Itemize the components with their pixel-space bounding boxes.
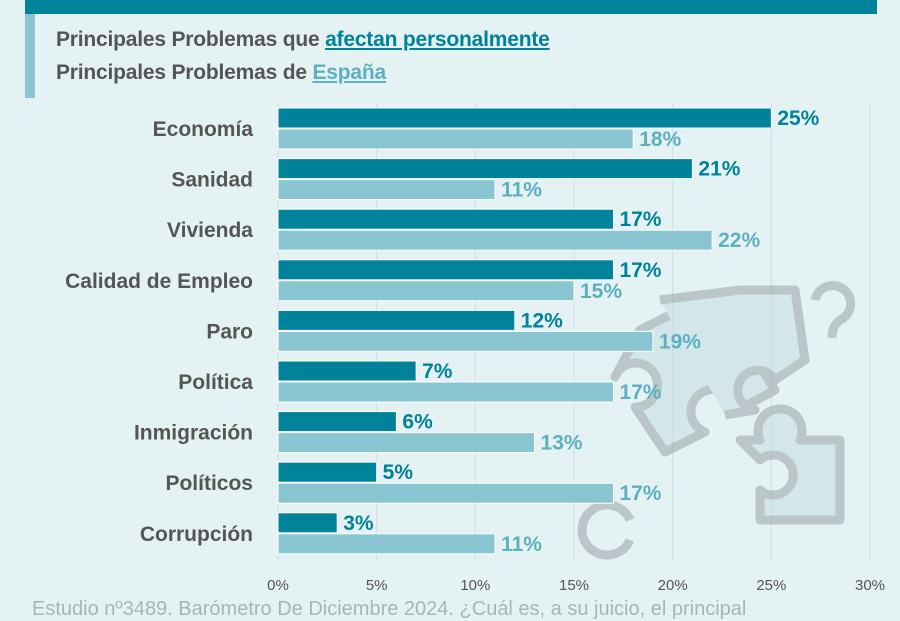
x-tick-label: 30%	[855, 577, 885, 594]
x-tick-label: 25%	[756, 577, 786, 594]
data-label: 5%	[383, 461, 414, 484]
data-label: 11%	[501, 533, 542, 556]
x-tick-label: 15%	[559, 577, 589, 594]
data-label: 3%	[343, 512, 374, 535]
bar	[277, 229, 713, 251]
category-label: Paro	[206, 320, 253, 343]
data-label: 12%	[521, 309, 563, 332]
bar	[277, 432, 536, 454]
data-label: 19%	[659, 330, 701, 353]
category-label: Vivienda	[167, 219, 253, 242]
bar	[277, 128, 634, 150]
puzzle-decoration	[577, 281, 856, 560]
bar	[277, 533, 496, 555]
data-label: 17%	[619, 381, 661, 404]
bar	[277, 381, 614, 403]
bar	[277, 360, 417, 382]
bar	[277, 411, 397, 433]
x-tick-label: 5%	[366, 577, 388, 594]
x-tick-label: 10%	[460, 577, 490, 594]
x-tick-label: 20%	[658, 577, 688, 594]
data-label: 11%	[501, 179, 542, 202]
data-label: 21%	[698, 158, 740, 181]
data-label: 7%	[422, 360, 453, 383]
bar	[277, 482, 614, 504]
bar	[277, 461, 378, 483]
category-label: Políticos	[165, 472, 253, 495]
data-label: 22%	[718, 229, 760, 252]
category-label: Corrupción	[140, 523, 253, 546]
footnote: Estudio nº3489. Barómetro De Diciembre 2…	[32, 598, 747, 620]
category-label: Calidad de Empleo	[65, 270, 253, 293]
data-label: 25%	[777, 107, 819, 130]
category-label: Sanidad	[171, 169, 253, 192]
data-label: 15%	[580, 280, 622, 303]
bar	[277, 107, 772, 129]
data-label: 17%	[619, 208, 661, 231]
data-label: 13%	[541, 432, 583, 455]
bar	[277, 179, 496, 201]
category-label: Inmigración	[134, 422, 253, 445]
bar	[277, 208, 614, 230]
x-tick-label: 0%	[267, 577, 289, 594]
bar	[277, 280, 575, 302]
category-label: Economía	[153, 118, 254, 141]
category-label: Política	[178, 371, 253, 394]
data-label: 17%	[619, 259, 661, 282]
legend-entry-personal: Principales Problemas que afectan person…	[56, 28, 550, 51]
header-bar	[25, 0, 877, 14]
bar	[277, 309, 516, 331]
data-label: 17%	[619, 482, 661, 505]
bar	[277, 259, 614, 281]
bar	[277, 330, 654, 352]
bar	[277, 512, 338, 534]
legend-entry-spain: Principales Problemas de España	[56, 61, 386, 84]
data-label: 6%	[402, 411, 433, 434]
data-label: 18%	[639, 128, 681, 151]
legend-accent	[25, 14, 35, 98]
bar	[277, 158, 693, 180]
